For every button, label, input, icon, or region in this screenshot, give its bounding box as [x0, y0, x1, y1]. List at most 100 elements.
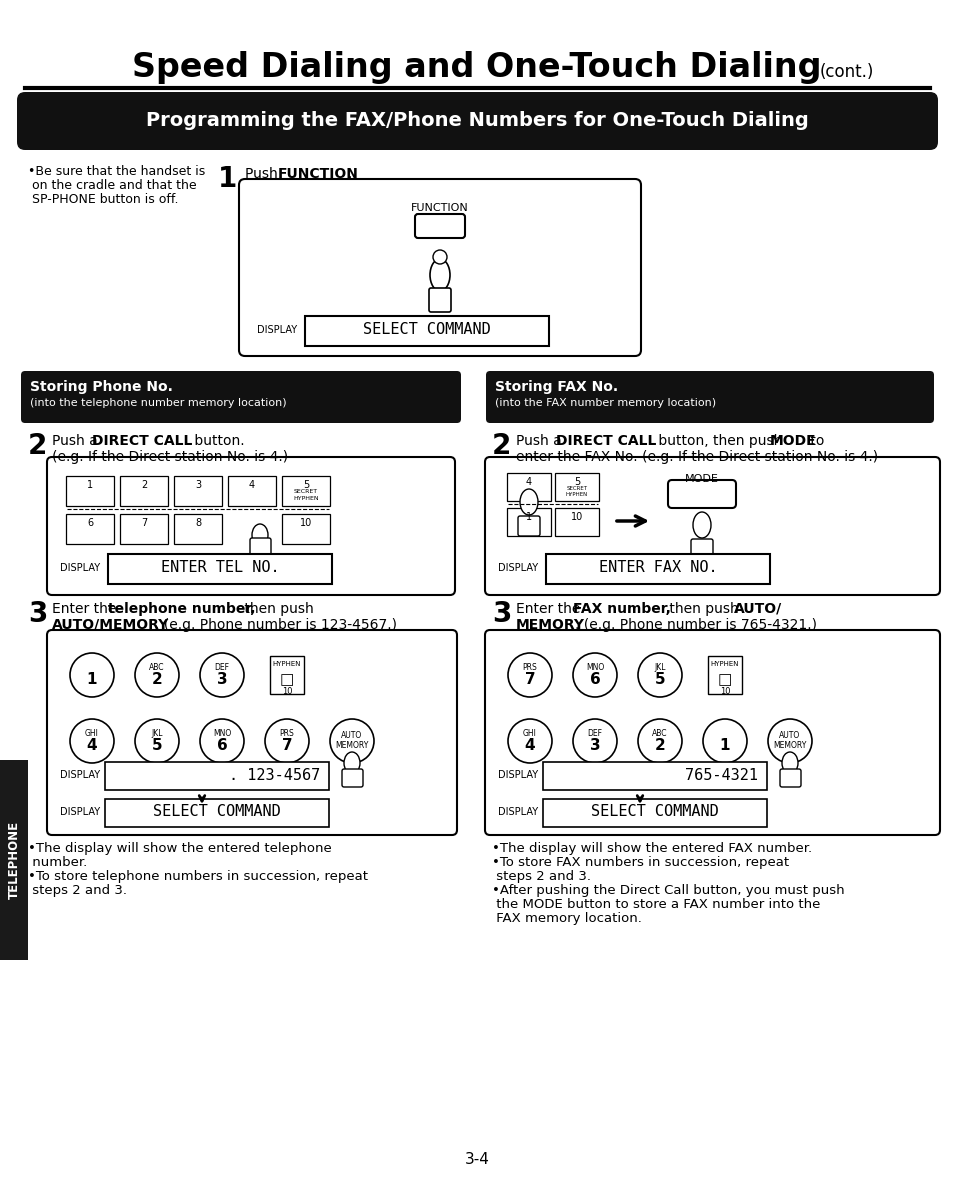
FancyBboxPatch shape: [545, 554, 769, 584]
Circle shape: [507, 653, 552, 697]
Text: 3: 3: [28, 600, 48, 628]
Text: SELECT COMMAND: SELECT COMMAND: [591, 805, 719, 819]
FancyBboxPatch shape: [415, 214, 464, 238]
Text: DISPLAY: DISPLAY: [497, 770, 537, 780]
Text: 5: 5: [654, 673, 664, 687]
Text: 3-4: 3-4: [464, 1152, 489, 1168]
Text: 6: 6: [216, 738, 227, 754]
Text: MEMORY: MEMORY: [773, 742, 806, 750]
Circle shape: [638, 653, 681, 697]
Text: MNO: MNO: [585, 662, 603, 672]
Text: . (e.g. Phone number is 123-4567.): . (e.g. Phone number is 123-4567.): [154, 618, 396, 633]
Text: MNO: MNO: [213, 729, 231, 737]
FancyBboxPatch shape: [305, 316, 548, 346]
Text: steps 2 and 3.: steps 2 and 3.: [28, 883, 127, 897]
FancyBboxPatch shape: [250, 537, 271, 560]
Text: •The display will show the entered FAX number.: •The display will show the entered FAX n…: [492, 842, 811, 855]
FancyBboxPatch shape: [282, 476, 330, 507]
Text: 1: 1: [87, 673, 97, 687]
Text: MODE: MODE: [684, 474, 719, 484]
FancyBboxPatch shape: [47, 457, 455, 594]
FancyBboxPatch shape: [108, 554, 332, 584]
Text: MODE: MODE: [769, 434, 816, 448]
Text: □: □: [717, 673, 731, 687]
FancyBboxPatch shape: [173, 514, 222, 545]
Ellipse shape: [430, 259, 450, 291]
Text: 2: 2: [28, 432, 48, 460]
Text: then push: then push: [664, 602, 742, 616]
FancyBboxPatch shape: [506, 473, 551, 501]
Text: enter the FAX No. (e.g. If the Direct station No. is 4.): enter the FAX No. (e.g. If the Direct st…: [516, 449, 877, 464]
Circle shape: [573, 719, 617, 763]
Circle shape: [573, 653, 617, 697]
Text: JKL: JKL: [152, 729, 163, 737]
FancyBboxPatch shape: [555, 508, 598, 536]
FancyBboxPatch shape: [690, 539, 712, 559]
Text: SECRET: SECRET: [294, 489, 317, 493]
Text: HYPHEN: HYPHEN: [565, 492, 587, 497]
Text: TELEPHONE: TELEPHONE: [8, 820, 20, 899]
Circle shape: [265, 719, 309, 763]
Text: FAX number,: FAX number,: [573, 602, 670, 616]
Text: 5: 5: [574, 477, 579, 487]
Text: .: .: [348, 166, 352, 181]
Text: 7: 7: [281, 738, 292, 754]
Text: 6: 6: [87, 518, 93, 528]
Text: Push: Push: [245, 166, 282, 181]
FancyBboxPatch shape: [484, 457, 939, 594]
Text: SELECT COMMAND: SELECT COMMAND: [363, 322, 491, 338]
Text: DEF: DEF: [587, 729, 602, 737]
Ellipse shape: [781, 751, 797, 774]
Text: 3: 3: [216, 673, 227, 687]
Text: □: □: [279, 673, 294, 687]
FancyBboxPatch shape: [17, 92, 937, 150]
Text: •After pushing the Direct Call button, you must push: •After pushing the Direct Call button, y…: [492, 883, 843, 897]
FancyBboxPatch shape: [517, 516, 539, 536]
Text: 1: 1: [218, 165, 237, 193]
Text: 4: 4: [524, 738, 535, 754]
FancyBboxPatch shape: [282, 514, 330, 545]
Text: ENTER TEL NO.: ENTER TEL NO.: [160, 560, 279, 575]
FancyBboxPatch shape: [66, 476, 113, 507]
Text: 10: 10: [299, 518, 312, 528]
Text: AUTO/MEMORY: AUTO/MEMORY: [52, 618, 169, 633]
Text: 1: 1: [719, 738, 729, 754]
FancyBboxPatch shape: [120, 476, 168, 507]
Ellipse shape: [252, 524, 268, 546]
Text: 10: 10: [570, 512, 582, 522]
Ellipse shape: [519, 489, 537, 515]
FancyBboxPatch shape: [341, 769, 363, 787]
Text: 5: 5: [152, 738, 162, 754]
Circle shape: [200, 719, 244, 763]
Text: Programming the FAX/Phone Numbers for One-Touch Dialing: Programming the FAX/Phone Numbers for On…: [146, 112, 807, 131]
Circle shape: [507, 719, 552, 763]
Text: GHI: GHI: [522, 729, 537, 737]
Text: GHI: GHI: [85, 729, 99, 737]
Circle shape: [330, 719, 374, 763]
Text: HYPHEN: HYPHEN: [293, 496, 318, 501]
FancyBboxPatch shape: [667, 480, 735, 508]
Text: button, then push: button, then push: [654, 434, 786, 448]
FancyBboxPatch shape: [506, 508, 551, 536]
Text: DISPLAY: DISPLAY: [497, 564, 537, 573]
Text: AUTO: AUTO: [779, 731, 800, 741]
Text: 1: 1: [525, 512, 532, 522]
FancyBboxPatch shape: [429, 288, 451, 312]
Circle shape: [200, 653, 244, 697]
Text: PRS: PRS: [279, 729, 294, 737]
Text: 765-4321: 765-4321: [684, 768, 758, 782]
Text: Enter the: Enter the: [52, 602, 121, 616]
Text: SP-PHONE button is off.: SP-PHONE button is off.: [28, 193, 178, 206]
Text: SECRET: SECRET: [566, 486, 587, 491]
Circle shape: [135, 719, 179, 763]
Text: DISPLAY: DISPLAY: [60, 807, 100, 817]
Text: (cont.): (cont.): [820, 63, 874, 81]
Text: 7: 7: [524, 673, 535, 687]
Text: 7: 7: [141, 518, 147, 528]
Text: Storing Phone No.: Storing Phone No.: [30, 380, 172, 394]
FancyBboxPatch shape: [555, 473, 598, 501]
Circle shape: [70, 719, 113, 763]
Text: AUTO: AUTO: [341, 731, 362, 741]
Text: 2: 2: [152, 673, 162, 687]
Text: DISPLAY: DISPLAY: [60, 770, 100, 780]
